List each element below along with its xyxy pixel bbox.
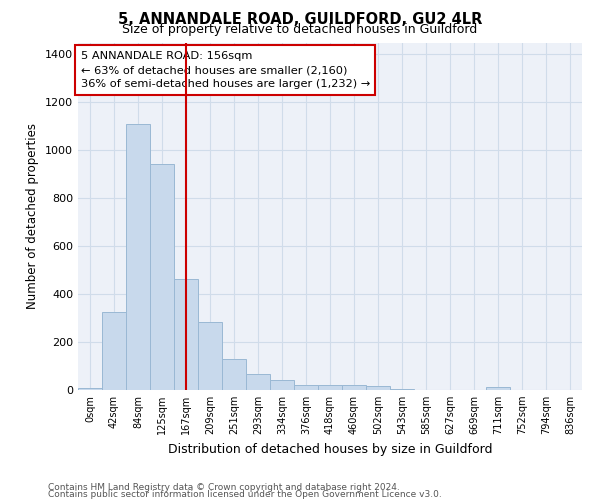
Text: Size of property relative to detached houses in Guildford: Size of property relative to detached ho… [122, 22, 478, 36]
Bar [318, 384, 342, 390]
Bar [78, 388, 102, 390]
Bar [246, 374, 270, 390]
Bar [486, 387, 510, 390]
Bar [174, 278, 198, 390]
Bar [126, 124, 150, 390]
Bar [198, 322, 222, 390]
Bar [150, 164, 174, 390]
Text: 5 ANNANDALE ROAD: 156sqm
← 63% of detached houses are smaller (2,160)
36% of sem: 5 ANNANDALE ROAD: 156sqm ← 63% of detach… [80, 51, 370, 89]
Bar [222, 359, 246, 390]
Bar [390, 389, 414, 390]
Text: Contains public sector information licensed under the Open Government Licence v3: Contains public sector information licen… [48, 490, 442, 499]
Bar [270, 380, 294, 390]
X-axis label: Distribution of detached houses by size in Guildford: Distribution of detached houses by size … [168, 442, 492, 456]
Bar [294, 385, 318, 390]
Bar [342, 385, 366, 390]
Bar [366, 386, 390, 390]
Bar [102, 312, 126, 390]
Text: 5, ANNANDALE ROAD, GUILDFORD, GU2 4LR: 5, ANNANDALE ROAD, GUILDFORD, GU2 4LR [118, 12, 482, 28]
Y-axis label: Number of detached properties: Number of detached properties [26, 123, 40, 309]
Text: Contains HM Land Registry data © Crown copyright and database right 2024.: Contains HM Land Registry data © Crown c… [48, 484, 400, 492]
